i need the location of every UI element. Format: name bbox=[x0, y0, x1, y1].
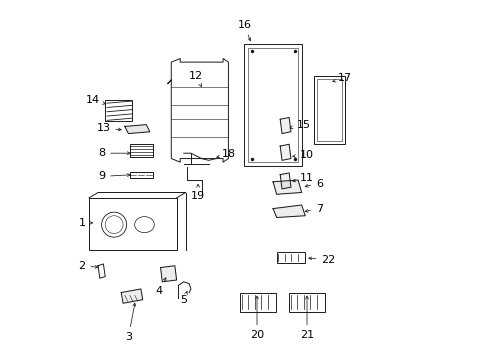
Polygon shape bbox=[124, 125, 149, 134]
Text: 15: 15 bbox=[289, 120, 310, 130]
Text: 9: 9 bbox=[98, 171, 130, 181]
Text: 4: 4 bbox=[155, 278, 165, 296]
Text: 6: 6 bbox=[305, 179, 323, 189]
Polygon shape bbox=[160, 266, 176, 282]
Polygon shape bbox=[272, 180, 301, 194]
Text: 3: 3 bbox=[124, 303, 136, 342]
Text: 19: 19 bbox=[191, 184, 204, 201]
Polygon shape bbox=[272, 205, 305, 217]
Text: 14: 14 bbox=[85, 95, 105, 105]
Text: 20: 20 bbox=[249, 296, 264, 341]
Polygon shape bbox=[280, 144, 290, 160]
Text: 2: 2 bbox=[78, 261, 98, 271]
Text: 22: 22 bbox=[308, 255, 335, 265]
Polygon shape bbox=[280, 117, 290, 134]
Text: 16: 16 bbox=[237, 19, 251, 41]
Text: 10: 10 bbox=[292, 150, 313, 160]
Text: 17: 17 bbox=[332, 73, 351, 83]
Text: 18: 18 bbox=[216, 149, 235, 159]
Polygon shape bbox=[121, 289, 142, 303]
Text: 11: 11 bbox=[292, 173, 313, 183]
Text: 21: 21 bbox=[299, 296, 313, 341]
Text: 1: 1 bbox=[78, 218, 92, 228]
Text: 8: 8 bbox=[98, 148, 130, 158]
Text: 13: 13 bbox=[96, 123, 121, 133]
Text: 12: 12 bbox=[189, 71, 203, 87]
Text: 5: 5 bbox=[180, 292, 187, 305]
Text: 7: 7 bbox=[305, 203, 323, 213]
Polygon shape bbox=[280, 173, 290, 189]
